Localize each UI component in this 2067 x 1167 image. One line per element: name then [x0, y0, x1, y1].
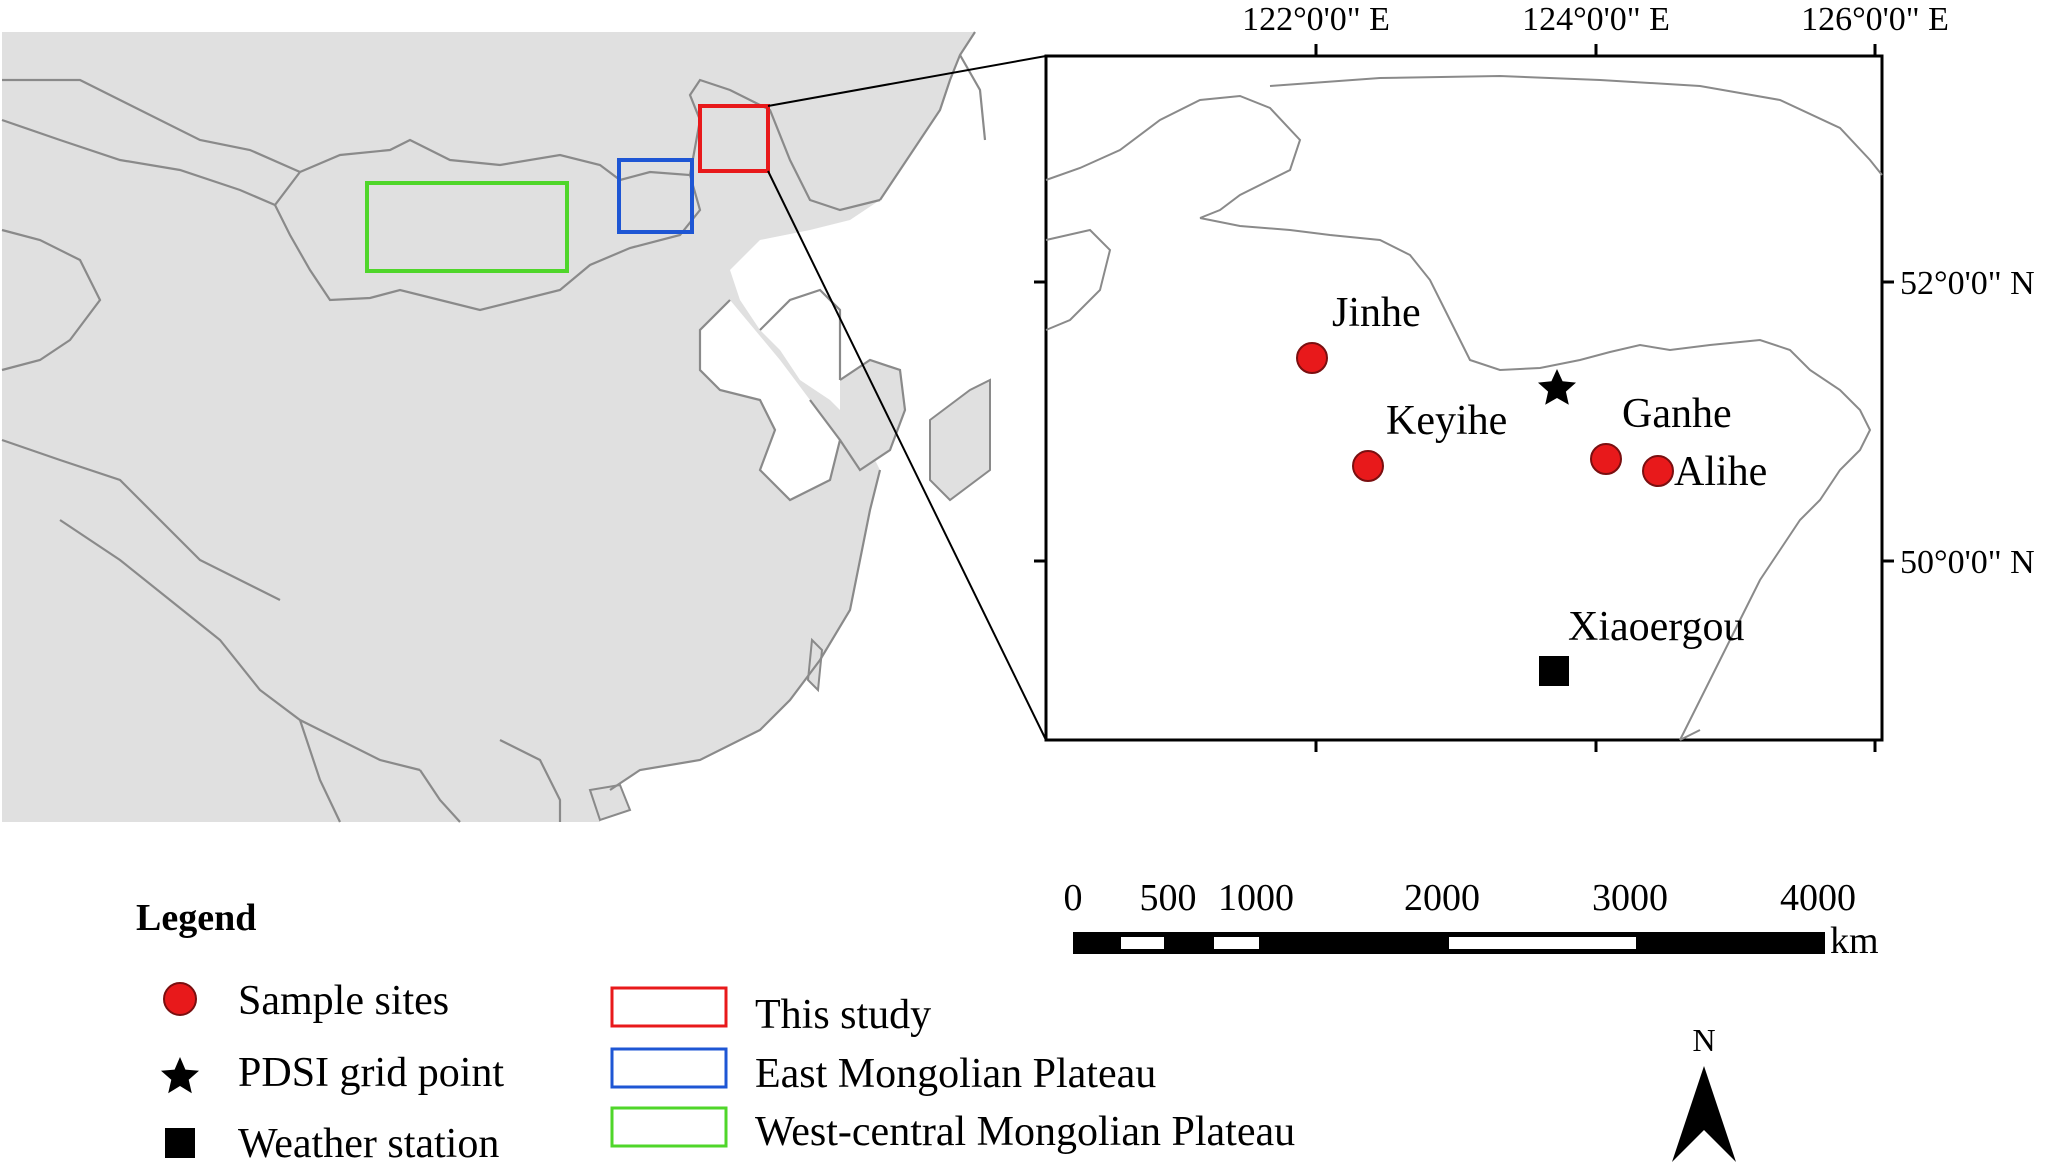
east-plateau-box [617, 158, 694, 234]
west-central-plateau-box [365, 181, 569, 273]
legend-this-study-box [610, 986, 728, 1028]
legend-weather-station-label: Weather station [238, 1121, 499, 1167]
lon-label-124: 124°0'0" E [1522, 1, 1670, 38]
site-keyihe-marker [1352, 450, 1384, 482]
overview-borders [1, 31, 987, 823]
legend-pdsi-label: PDSI grid point [238, 1050, 504, 1096]
overview-map [1, 31, 1047, 823]
site-keyihe-label: Keyihe [1386, 398, 1507, 444]
scale-bar: 0 500 1000 2000 3000 4000 km [1064, 877, 1879, 962]
scale-unit: km [1830, 920, 1879, 962]
overview-korea [840, 360, 905, 470]
inset-borders [1045, 74, 1883, 741]
legend: Legend Sample sites PDSI grid point Weat… [136, 897, 1295, 1167]
weather-station-square-icon [1539, 656, 1569, 686]
lat-label-50: 50°0'0" N [1900, 544, 2035, 581]
scale-tick-500: 500 [1140, 877, 1197, 919]
legend-east-plateau-label: East Mongolian Plateau [755, 1051, 1156, 1097]
lon-label-122: 122°0'0" E [1242, 1, 1390, 38]
north-arrow: N [1672, 1022, 1736, 1162]
this-study-box [698, 104, 770, 173]
overview-japan [929, 378, 991, 502]
legend-west-central-label: West-central Mongolian Plateau [755, 1109, 1295, 1155]
scale-bar-segment [1449, 937, 1636, 949]
north-arrow-right-icon [1704, 1066, 1736, 1162]
site-ganhe-label: Ganhe [1622, 391, 1732, 437]
site-ganhe-marker [1590, 443, 1622, 475]
zoom-line-top [767, 55, 1047, 107]
zoom-line-bottom [767, 170, 1047, 741]
site-alihe-marker [1642, 455, 1674, 487]
north-arrow-left-icon [1672, 1066, 1704, 1162]
scale-bar-segment [1121, 937, 1164, 949]
scale-bar-segment [1214, 937, 1259, 949]
pdsi-star-icon [1538, 369, 1576, 405]
overview-yellow-sea [700, 300, 840, 500]
legend-this-study-label: This study [755, 992, 931, 1038]
lat-label-52: 52°0'0" N [1900, 265, 2035, 302]
scale-tick-4000: 4000 [1780, 877, 1856, 919]
legend-sample-sites-label: Sample sites [238, 978, 449, 1024]
sample-sites: Jinhe Keyihe Ganhe Alihe [1296, 290, 1767, 495]
inset-map: 122°0'0" E 124°0'0" E 126°0'0" E 52°0'0"… [1034, 1, 2035, 752]
site-jinhe-label: Jinhe [1332, 290, 1421, 336]
overview-sea [600, 32, 990, 822]
north-arrow-label: N [1692, 1022, 1715, 1058]
legend-east-plateau-box [610, 1047, 728, 1089]
legend-square-icon [165, 1128, 195, 1158]
inset-frame [1044, 54, 1884, 742]
legend-star-icon [161, 1057, 199, 1094]
scale-tick-3000: 3000 [1592, 877, 1668, 919]
overview-hainan [588, 783, 632, 822]
scale-tick-1000: 1000 [1218, 877, 1294, 919]
scale-tick-2000: 2000 [1404, 877, 1480, 919]
scale-tick-0: 0 [1064, 877, 1083, 919]
legend-west-central-box [610, 1106, 728, 1148]
inset-ticks [1034, 44, 1894, 752]
legend-title: Legend [136, 897, 256, 939]
lon-label-126: 126°0'0" E [1801, 1, 1949, 38]
site-jinhe-marker [1296, 342, 1328, 374]
site-alihe-label: Alihe [1674, 449, 1767, 495]
weather-station-label: Xiaoergou [1568, 604, 1745, 650]
legend-red-circle-icon [163, 982, 197, 1016]
